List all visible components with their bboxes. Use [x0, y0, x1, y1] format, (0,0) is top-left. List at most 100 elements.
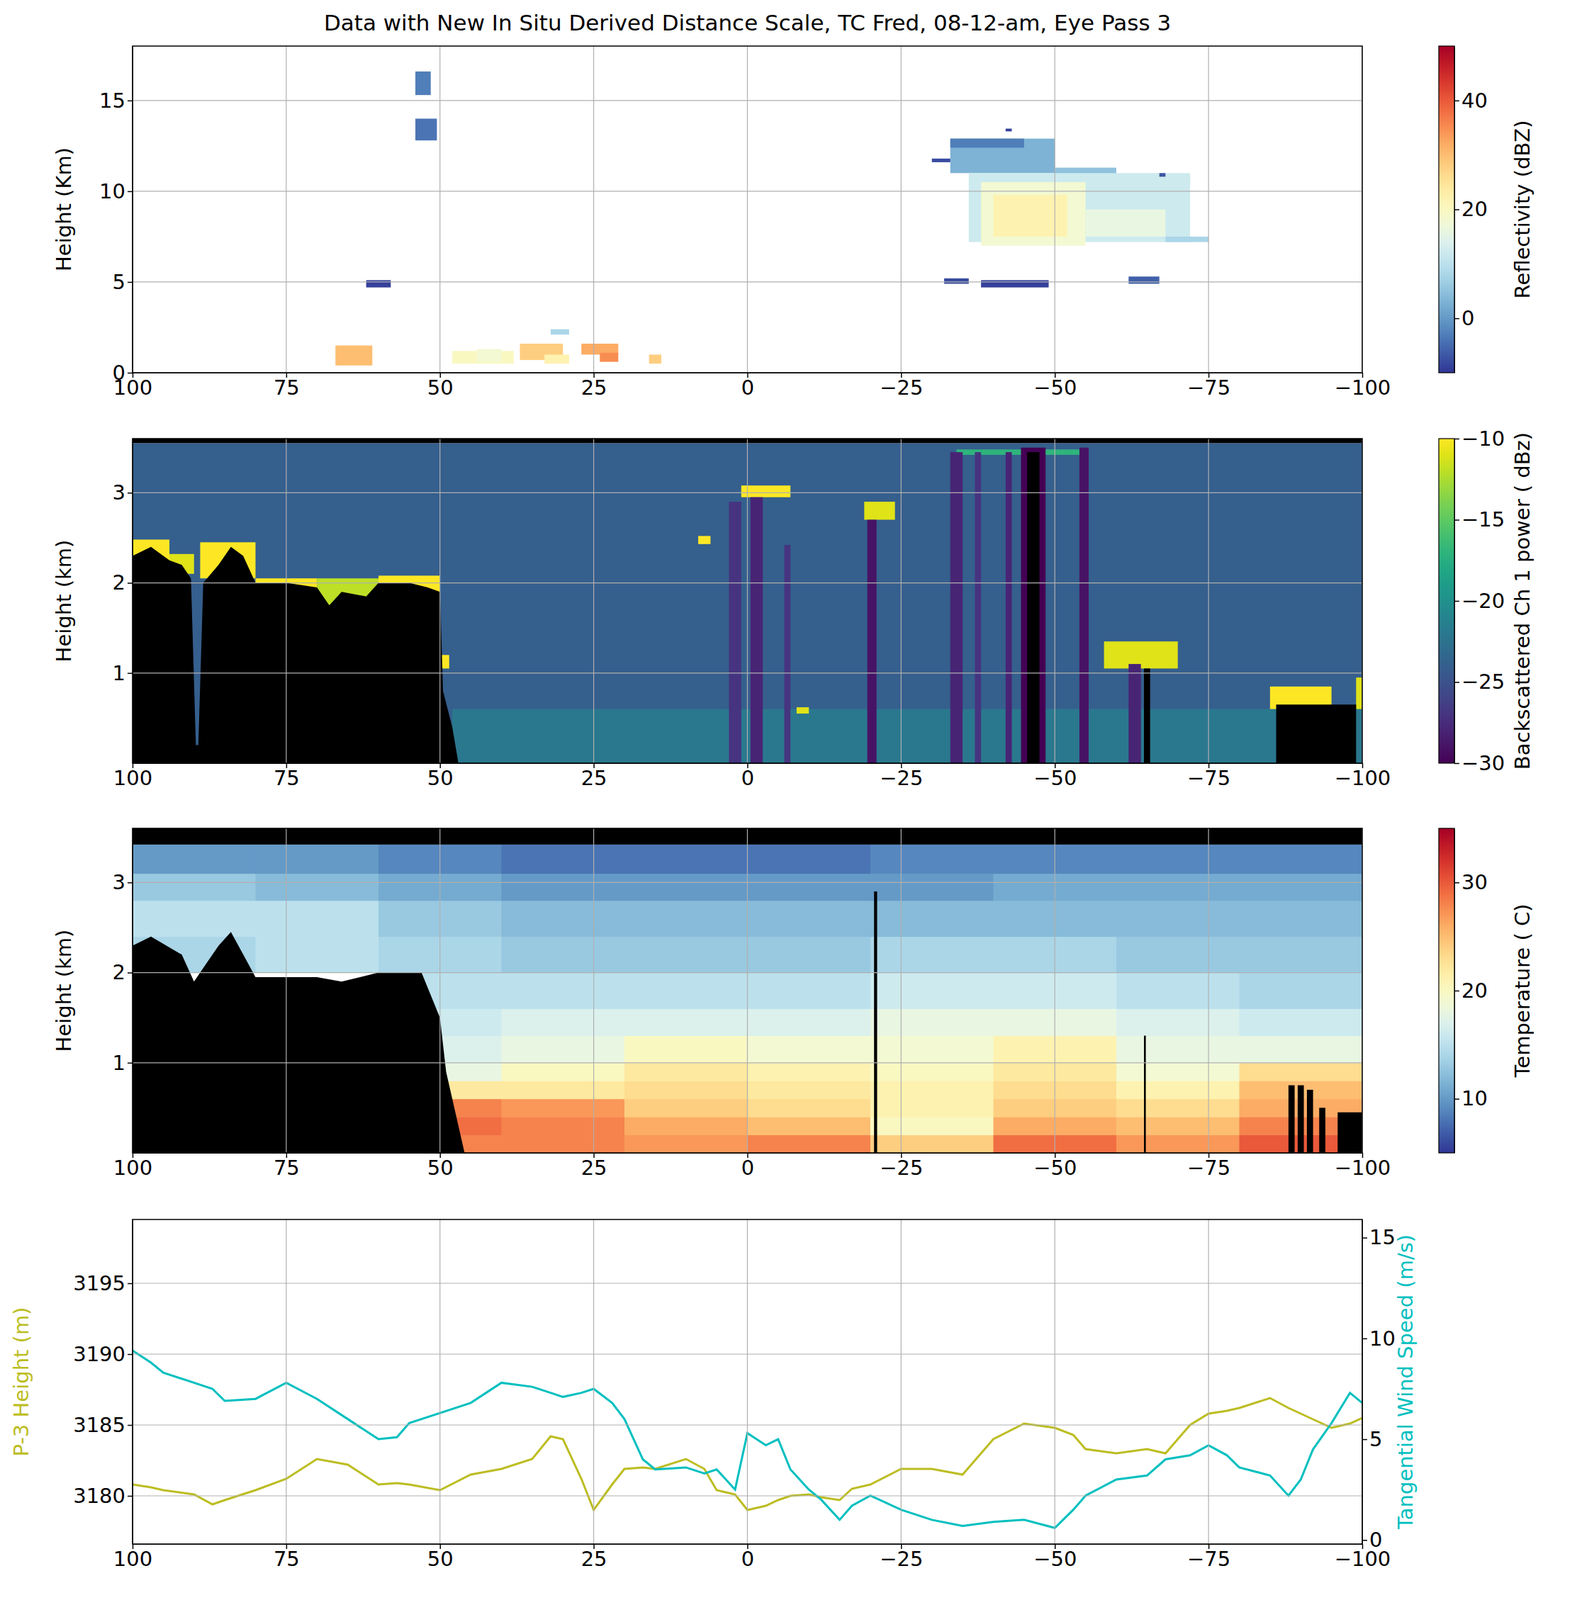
tick: 25: [581, 763, 608, 791]
tick-label: 2: [112, 960, 126, 985]
tick-label: −25: [879, 1547, 923, 1572]
tick-label: −100: [1334, 1547, 1392, 1572]
tick-label: −100: [1334, 766, 1392, 791]
heatmap-cell: [624, 1099, 748, 1118]
tick-label: 20: [1461, 978, 1488, 1003]
heatmap-cell: [501, 936, 626, 974]
heatmap-cell: [599, 352, 619, 363]
heatmap-cell: [1116, 1036, 1240, 1064]
grid-line: [439, 46, 441, 373]
axis: 051015: [1362, 1220, 1396, 1553]
grid-line: [1208, 1219, 1210, 1545]
tick-mark: [127, 582, 133, 585]
grid-line: [439, 1219, 441, 1545]
heatmap-cell: [415, 71, 431, 95]
tick-label: 0: [741, 375, 755, 400]
heatmap-cell: [1159, 172, 1166, 177]
tick-label: 75: [273, 375, 300, 400]
tick-label: −15: [1461, 507, 1505, 532]
heatmap-cell: [476, 349, 502, 363]
heatmap-cell: [132, 900, 256, 937]
heatmap-cell: [1116, 973, 1240, 1010]
heatmap-cell: [452, 709, 1363, 764]
grid: [132, 1219, 1363, 1545]
heatmap-cell: [870, 973, 994, 1010]
grid: [132, 46, 1363, 373]
tick: −100: [1334, 372, 1392, 400]
plot-frame: [132, 1219, 1363, 1545]
tick-label: −75: [1187, 1155, 1231, 1181]
tick: 5: [1362, 1427, 1383, 1452]
grid-line: [900, 1219, 902, 1545]
grid-line: [1208, 828, 1210, 1154]
heatmap-cell: [1116, 873, 1240, 902]
tick: 0: [741, 372, 755, 400]
tick: 0: [741, 1153, 755, 1181]
heatmap-cell: [747, 900, 872, 937]
heatmap-cell: [1085, 209, 1166, 237]
colorbar: [1438, 438, 1455, 764]
heatmap-cell: [624, 1080, 748, 1100]
tick-label: 25: [581, 1155, 608, 1181]
tick: 20: [1454, 978, 1488, 1003]
tick-label: 0: [112, 360, 126, 385]
tick: 0: [741, 1544, 755, 1572]
heatmap-cell: [747, 844, 872, 874]
grid-line: [900, 438, 902, 764]
heatmap-cell: [1165, 236, 1209, 243]
tick: 2: [112, 570, 133, 595]
axis: 051015: [99, 46, 133, 385]
tick-label: −25: [1461, 669, 1505, 694]
tick-label: −75: [1187, 375, 1231, 400]
tick: −100: [1334, 1544, 1392, 1572]
heatmap-cell: [501, 1036, 626, 1064]
tick-label: 3: [112, 480, 126, 505]
tick-label: −75: [1187, 766, 1231, 791]
heatmap-cell: [944, 278, 969, 285]
tick-label: −25: [879, 766, 923, 791]
grid-line: [132, 492, 1363, 494]
axis: 102030: [1454, 829, 1488, 1154]
panel: 051015Tangential Wind Speed (m/s)1007550…: [9, 1219, 1418, 1572]
heatmap-cell: [863, 501, 895, 520]
no-data: [1337, 1112, 1363, 1154]
axis: 1007550250−25−50−75−100: [113, 372, 1392, 400]
grid-line: [285, 438, 287, 764]
tick: 75: [273, 763, 300, 791]
tick: 10: [99, 179, 133, 204]
tick-label: −50: [1033, 1547, 1077, 1572]
tick: 100: [113, 1544, 153, 1572]
heatmap-cell: [870, 873, 994, 902]
heatmap-cell: [132, 844, 256, 874]
tick-label: 50: [427, 375, 454, 400]
tick: 100: [113, 1153, 153, 1181]
heatmap-cell: [1239, 1008, 1363, 1037]
grid-line: [132, 972, 1363, 974]
tick-label: 3195: [73, 1271, 126, 1296]
heatmap-cell: [1116, 844, 1240, 874]
tick: 25: [581, 1153, 608, 1181]
heatmap-cell: [1116, 900, 1240, 937]
heatmap-cell: [255, 873, 380, 902]
tick: 75: [273, 1544, 300, 1572]
tick: 20: [1454, 197, 1488, 222]
tick-label: 10: [1461, 1086, 1488, 1111]
heatmap-cell: [501, 973, 626, 1010]
tick-mark: [1454, 601, 1460, 603]
heatmap-cell: [624, 1135, 748, 1154]
no-data: [1276, 704, 1357, 764]
figure: 02040Reflectivity (dBZ)1007550250−25−50−…: [0, 0, 1577, 1600]
heatmap-cell: [867, 520, 877, 765]
tick: −25: [1454, 669, 1505, 694]
tick-mark: [127, 492, 133, 495]
heatmap-cell: [1128, 664, 1141, 764]
heatmap-cell: [750, 497, 763, 764]
tick-mark: [127, 1496, 133, 1498]
panel: 02040Reflectivity (dBZ)1007550250−25−50−…: [51, 9, 1535, 400]
heatmap-cell: [1116, 936, 1240, 974]
heatmap-cell: [728, 501, 741, 764]
axis: 1007550250−25−50−75−100: [113, 1153, 1392, 1181]
plot-frame: [132, 46, 1363, 373]
tick: 40: [1454, 88, 1488, 113]
y-axis-label: Height (km): [51, 540, 76, 663]
